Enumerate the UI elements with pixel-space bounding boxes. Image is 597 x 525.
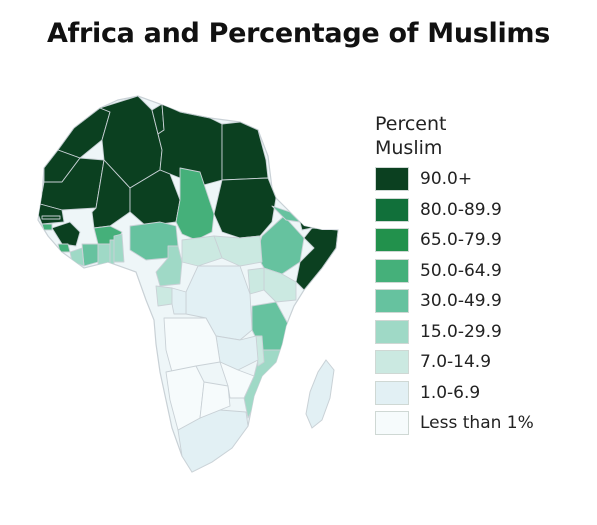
region-uganda (247, 267, 265, 295)
region-congo (171, 287, 187, 315)
map-title: Africa and Percentage of Muslims (46, 18, 551, 49)
legend-items: 90.0+ 80.0-89.9 65.0-79.9 50.0-64.9 30.0-49.… (375, 164, 534, 439)
region-djibouti (299, 217, 313, 231)
region-egypt (221, 121, 269, 181)
legend-swatch (375, 167, 409, 191)
region-eritrea (271, 205, 301, 223)
legend-item: 7.0-14.9 (375, 347, 491, 378)
legend-swatch (375, 411, 409, 435)
region-sierra-leone (57, 243, 71, 253)
region-gabon (155, 285, 173, 307)
legend-item: 65.0-79.9 (375, 225, 502, 256)
region-cameroon (155, 245, 183, 287)
legend-item: 15.0-29.9 (375, 317, 502, 348)
region-botswana (199, 381, 231, 419)
legend-label: 15.0-29.9 (420, 321, 502, 342)
map-legend: Percent Muslim 90.0+ 80.0-89.9 65.0-79.9 50… (375, 112, 534, 439)
legend-swatch (375, 197, 409, 222)
legend-swatch (375, 319, 409, 344)
legend-swatch (375, 289, 409, 313)
legend-item: 1.0-6.9 (375, 378, 480, 409)
region-madagascar (305, 359, 335, 429)
region-gambia (41, 215, 61, 220)
legend-label: 1.0-6.9 (420, 382, 481, 403)
region-angola (163, 317, 221, 373)
legend-label: 7.0-14.9 (420, 352, 492, 372)
legend-label: Less than 1% (420, 413, 534, 433)
region-togo (109, 239, 115, 265)
legend-swatch (375, 350, 409, 374)
region-somalia (295, 227, 338, 291)
legend-item: 50.0-64.9 (375, 256, 502, 287)
legend-title-line2: Muslim (375, 137, 443, 159)
legend-item: 30.0-49.9 (375, 286, 502, 317)
legend-item: 80.0-89.9 (375, 195, 502, 226)
legend-swatch (375, 228, 409, 252)
region-guinea-bissau (41, 223, 53, 231)
legend-swatch (375, 380, 409, 405)
region-zimbabwe (219, 361, 255, 399)
legend-item: Less than 1% (375, 408, 534, 439)
region-benin (113, 233, 125, 263)
legend-item: 90.0+ (375, 164, 472, 195)
region-car (181, 235, 223, 267)
legend-label: 65.0-79.9 (420, 230, 502, 250)
legend-label: 30.0-49.9 (420, 291, 502, 311)
region-ivory-coast (81, 243, 99, 267)
legend-swatch (375, 258, 409, 283)
region-guinea (51, 221, 81, 247)
legend-title: Percent Muslim (375, 112, 447, 160)
legend-label: 80.0-89.9 (420, 199, 502, 220)
legend-label: 50.0-64.9 (420, 260, 502, 281)
legend-label: 90.0+ (420, 169, 473, 189)
legend-title-line1: Percent (375, 113, 447, 135)
